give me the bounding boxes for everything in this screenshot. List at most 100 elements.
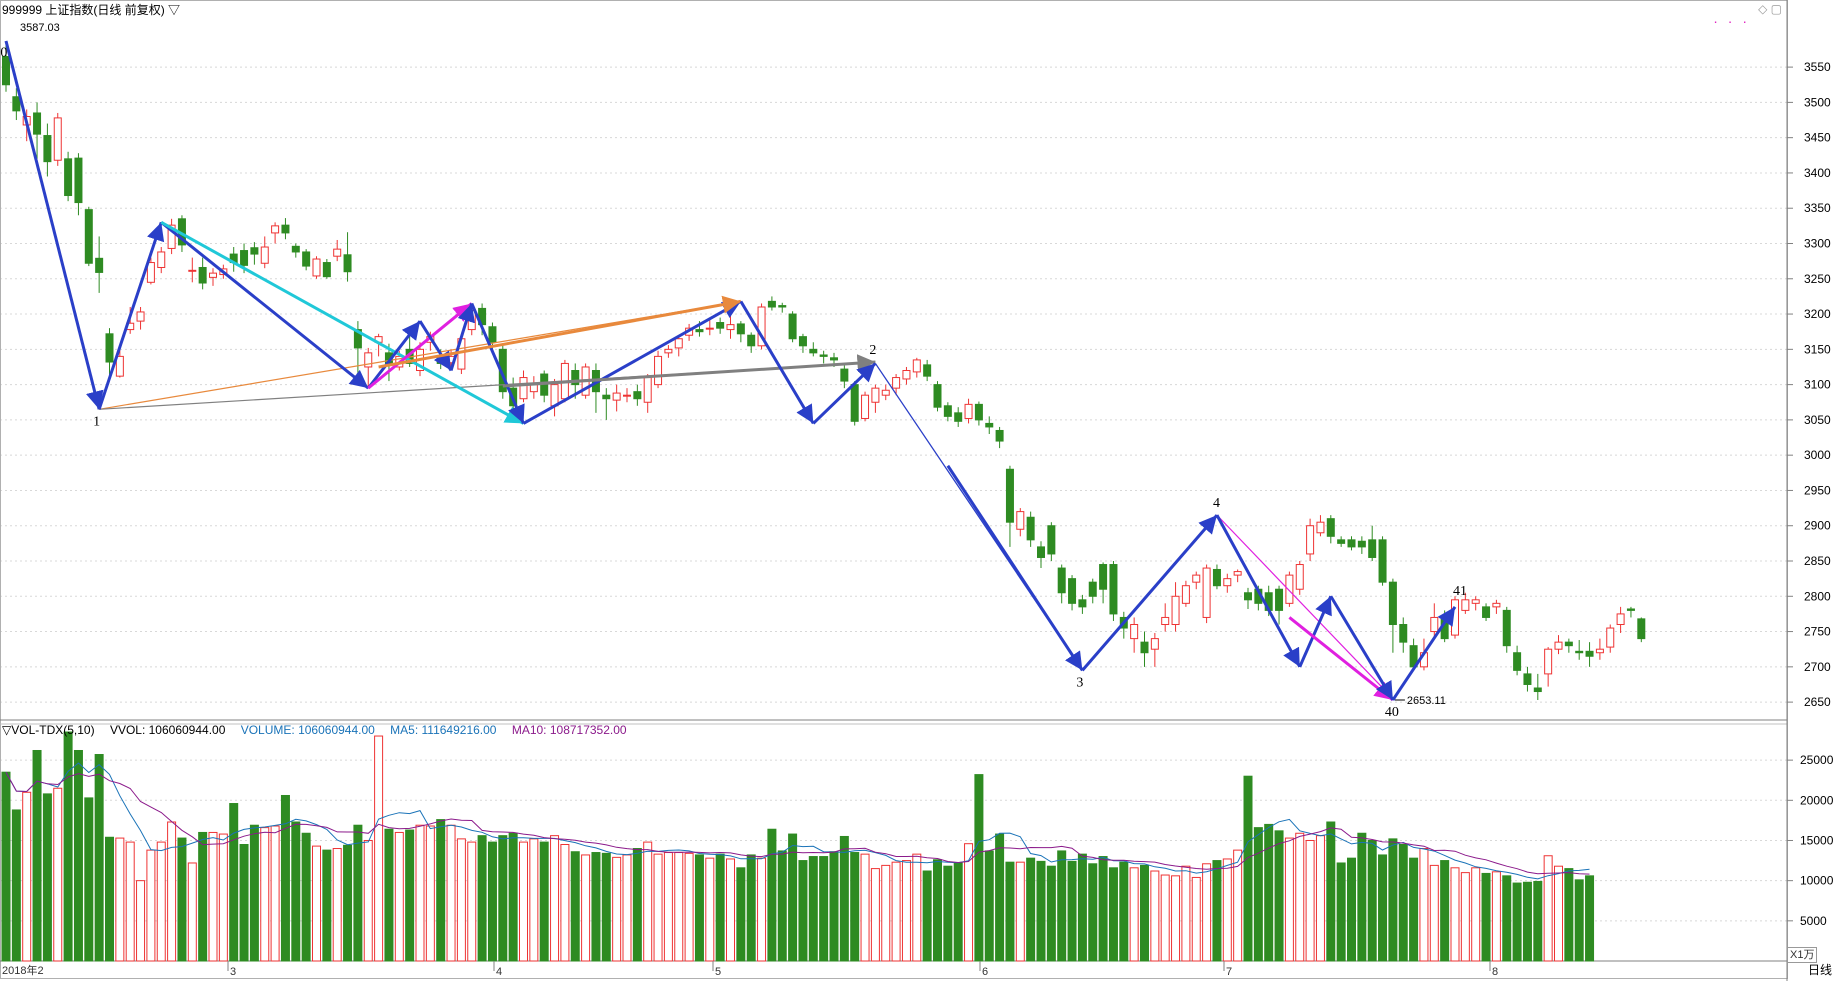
candle-body	[1523, 673, 1532, 685]
candle-body	[747, 334, 756, 347]
volume-bar	[260, 827, 270, 962]
volume-ma5-line	[5, 762, 1590, 880]
wave-arrow	[4, 40, 104, 410]
volume-bar	[943, 865, 953, 962]
period-label[interactable]: 日线	[1807, 963, 1832, 977]
price-tick-label: 2800	[1804, 589, 1831, 603]
volume-bar	[405, 829, 415, 962]
candle-body	[695, 329, 704, 333]
candle-body	[809, 348, 818, 354]
volume-bar	[1378, 854, 1388, 962]
volume-tick-label: 15000	[1800, 833, 1834, 847]
volume-bar	[1077, 853, 1087, 962]
candle-body	[353, 329, 362, 349]
wave-label: 40	[1385, 705, 1399, 720]
price-tick-label: 2850	[1804, 554, 1831, 568]
price-axis: 2650 2700 2750 2800 2850 2900 2950 3000 3050 3100…	[1787, 60, 1831, 709]
candle-body	[1616, 613, 1625, 626]
candle-body	[281, 224, 290, 234]
volume-bar	[394, 831, 404, 962]
candle-body	[736, 323, 745, 335]
volume-bar	[1533, 880, 1543, 962]
volume-bar	[995, 833, 1005, 962]
window-controls-icon[interactable]: ◇ ▢	[1758, 2, 1782, 16]
volume-axis: 5000 10000 15000 20000 25000	[1787, 753, 1834, 928]
volume-bar	[1264, 823, 1274, 962]
price-tick-label: 2900	[1804, 519, 1831, 533]
price-tick-label: 2650	[1804, 695, 1831, 709]
volume-bar	[1026, 857, 1036, 962]
candle-body	[985, 422, 994, 428]
wave-arrow	[502, 354, 876, 388]
volume-bar	[643, 841, 653, 962]
volume-bar	[374, 735, 384, 962]
volume-bar	[94, 754, 104, 962]
candle-body	[115, 355, 124, 377]
candle-body	[1192, 574, 1201, 583]
candle-body	[798, 336, 807, 347]
volume-bar	[612, 856, 622, 962]
more-dots-icon[interactable]: · · ·	[1713, 13, 1750, 29]
volume-bar	[1585, 875, 1595, 962]
volume-bar	[343, 844, 353, 962]
wave-arrow	[418, 320, 453, 372]
volume-bar	[1150, 870, 1160, 962]
volume-bar	[270, 825, 280, 962]
candle-body	[146, 262, 155, 283]
candle-body	[1026, 516, 1035, 541]
price-tick-label: 3550	[1804, 60, 1831, 74]
volume-bar	[757, 857, 767, 962]
volume-bar	[1160, 874, 1170, 962]
volume-bar	[881, 864, 891, 962]
volume-bar	[1512, 882, 1522, 962]
candlesticks	[2, 41, 1646, 700]
volume-bar	[1284, 837, 1294, 962]
candle-body	[1399, 624, 1408, 643]
volume-bar	[42, 793, 52, 962]
high-price-label: 3587.03	[20, 22, 60, 34]
volume-unit-label: X1万	[1787, 947, 1818, 963]
price-tick-label: 3350	[1804, 201, 1831, 215]
volume-bar	[777, 850, 787, 962]
volume-bar	[1129, 867, 1139, 962]
volume-bar	[1295, 832, 1305, 962]
volume-bar	[850, 852, 860, 962]
candle-body	[954, 412, 963, 422]
candle-body	[705, 327, 714, 330]
volume-bar	[1543, 855, 1553, 962]
wave-arrow	[1298, 595, 1333, 668]
wave-arrow	[739, 300, 815, 425]
candle-body	[322, 262, 331, 278]
month-tick-label: 8	[1492, 966, 1498, 978]
candle-body	[674, 338, 683, 349]
volume-bar	[63, 731, 73, 962]
volume-bar	[1554, 865, 1563, 962]
volume-bar	[1088, 863, 1098, 962]
candle-body	[1471, 599, 1480, 604]
candle-body	[964, 403, 973, 419]
candle-body	[1233, 571, 1242, 576]
wave-label: 2	[869, 343, 876, 358]
volume-bar	[1098, 856, 1108, 962]
volume-indicator-name[interactable]: ▽VOL-TDX(5,10)	[2, 723, 95, 737]
volume-bar	[1429, 864, 1439, 962]
candle-body	[53, 117, 62, 161]
wave-label: 0	[0, 46, 7, 61]
volume-bar	[715, 853, 725, 962]
price-tick-label: 3300	[1804, 236, 1831, 250]
candle-body	[1461, 599, 1470, 611]
volume-bar	[487, 841, 497, 962]
candle-body	[1492, 602, 1501, 608]
candle-body	[1606, 627, 1615, 648]
candle-body	[819, 354, 828, 357]
wave-arrow	[812, 362, 877, 425]
volume-bar	[653, 853, 663, 962]
candle-body	[643, 377, 652, 403]
wave-arrow	[367, 302, 473, 390]
candle-body	[33, 112, 42, 135]
volume-bar	[115, 837, 125, 962]
candle-body	[1388, 581, 1397, 626]
volume-bar	[684, 852, 694, 962]
candle-body	[892, 377, 901, 389]
volume-bar	[1202, 863, 1212, 962]
